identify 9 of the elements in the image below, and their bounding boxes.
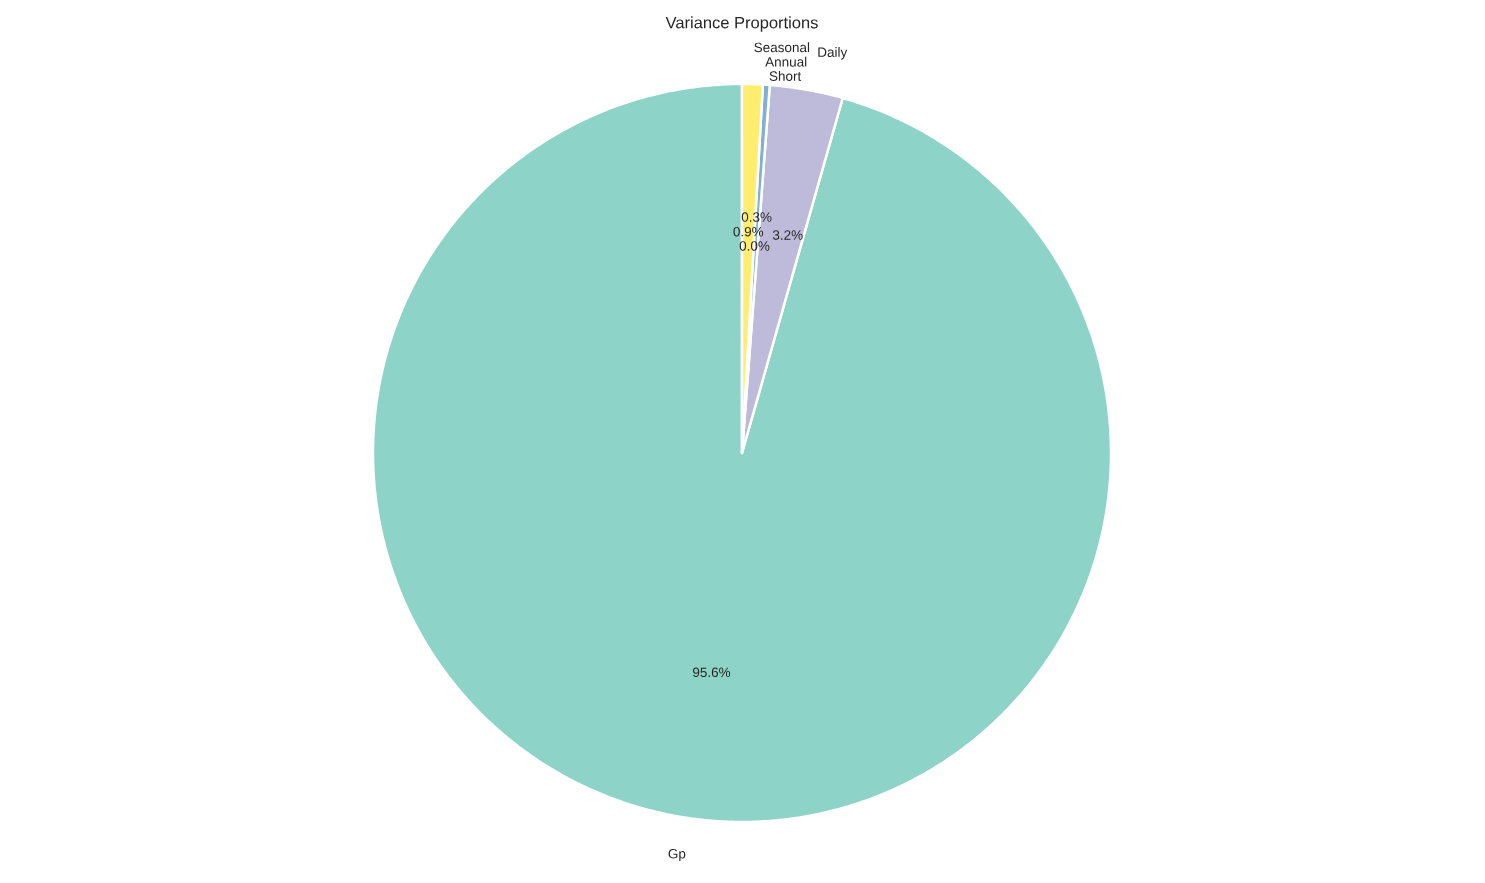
category-label: Annual — [765, 56, 807, 67]
text: 0.0% — [739, 241, 770, 251]
slice-label: Short — [769, 71, 802, 81]
slice-label: Daily — [818, 47, 848, 60]
data-label: 3.2% — [772, 230, 803, 240]
slice-label: Gp — [668, 848, 686, 862]
chart-title: Variance Proportions — [665, 16, 818, 32]
data-label: 95.6% — [693, 667, 731, 678]
slice-label: Seasonal — [754, 42, 810, 53]
